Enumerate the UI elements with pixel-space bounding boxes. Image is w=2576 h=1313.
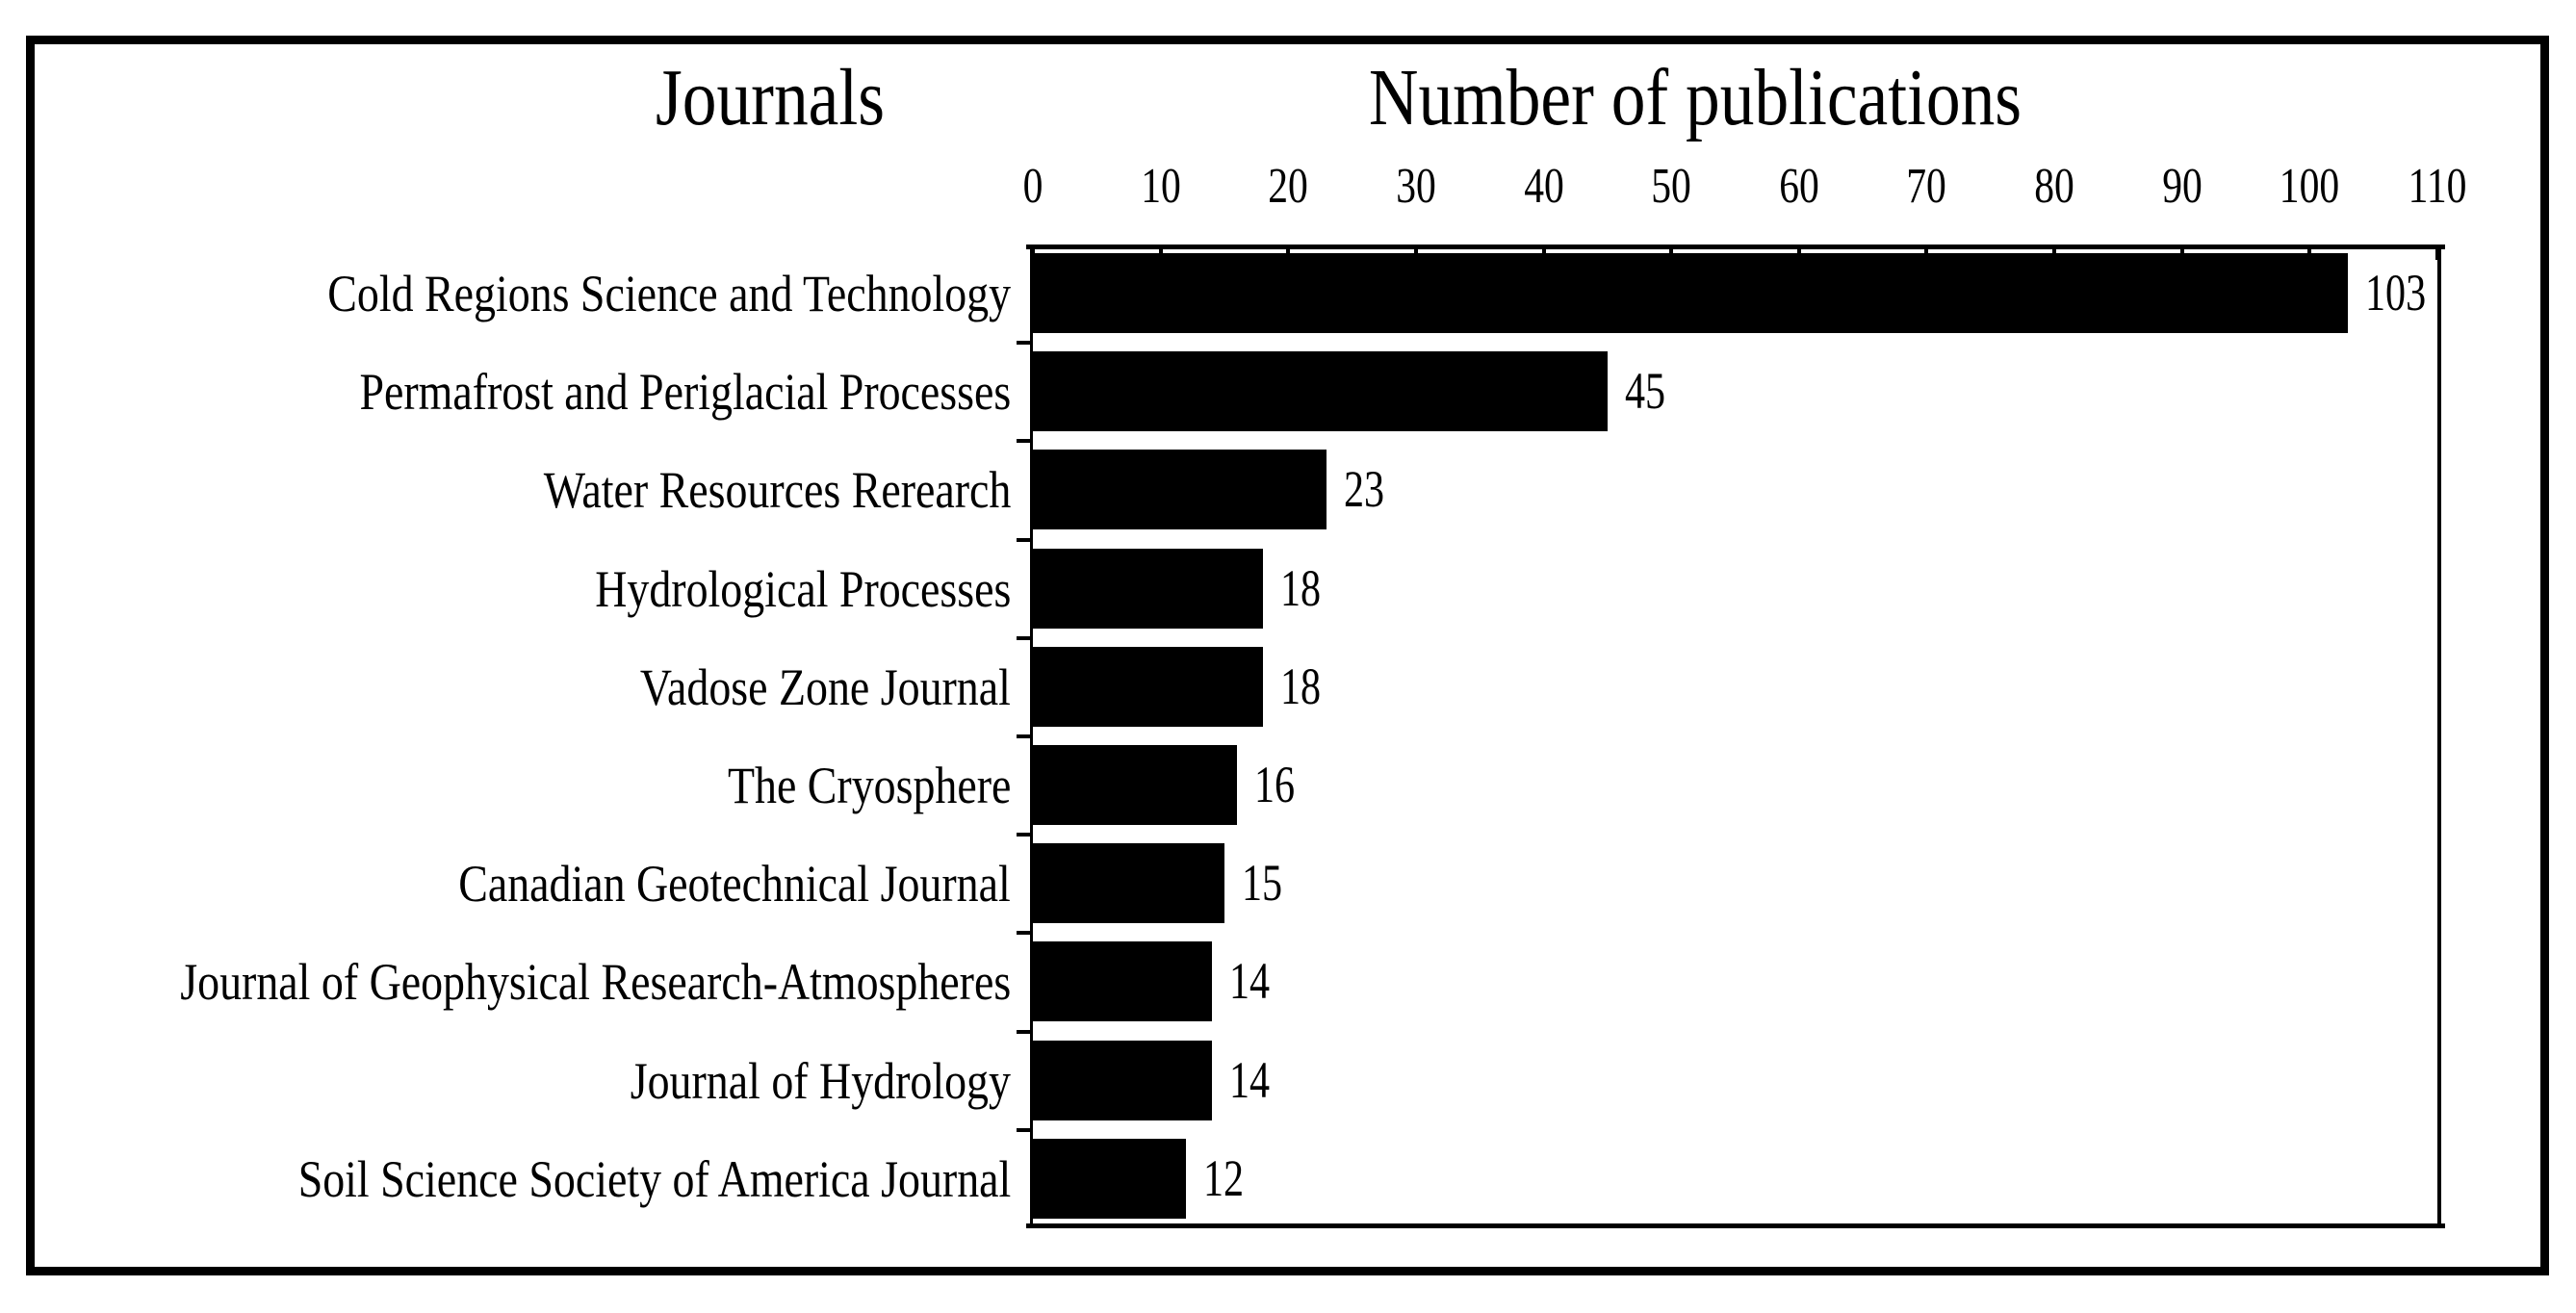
category-label: Journal of Geophysical Research-Atmosphe… — [39, 933, 1011, 1031]
bar — [1033, 548, 1263, 629]
y-tick-mark — [1017, 833, 1033, 837]
bar-value-label: 12 — [1203, 1148, 1245, 1207]
y-tick-mark — [1017, 341, 1033, 346]
x-tick-label: 50 — [1651, 159, 1691, 214]
category-label-text: Journal of Geophysical Research-Atmosphe… — [180, 953, 1011, 1012]
bar — [1033, 843, 1224, 924]
bar-value-label: 14 — [1228, 952, 1270, 1011]
y-tick-mark — [1017, 734, 1033, 738]
bar — [1033, 450, 1327, 530]
bar-value-label: 23 — [1344, 460, 1385, 519]
bar-value-label: 103 — [2365, 264, 2427, 322]
x-axis-line-top — [1026, 245, 2445, 249]
bar-value-label: 14 — [1228, 1050, 1270, 1109]
category-label: Vadose Zone Journal — [39, 638, 1011, 736]
bar-value-label: 45 — [1624, 362, 1665, 421]
bar-value-label: 18 — [1279, 656, 1321, 715]
category-label: Cold Regions Science and Technology — [39, 245, 1011, 343]
y-tick-mark — [1017, 439, 1033, 444]
values-header: Number of publications — [1368, 53, 2022, 142]
x-tick-label: 60 — [1779, 159, 1819, 214]
x-tick-mark — [2435, 249, 2439, 260]
x-tick-label: 10 — [1140, 159, 1181, 214]
categories-header: Journals — [656, 53, 885, 142]
x-tick-label: 20 — [1268, 159, 1309, 214]
x-axis-tick-labels: 0 10 20 30 40 50 60 70 80 90 100 110 — [0, 0, 2576, 231]
x-tick-label: 70 — [1906, 159, 1947, 214]
bar — [1033, 253, 2349, 333]
category-label-text: The Cryosphere — [727, 757, 1011, 815]
category-label-text: Canadian Geotechnical Journal — [458, 855, 1011, 914]
category-label: Permafrost and Periglacial Processes — [39, 343, 1011, 441]
bar-value-label: 16 — [1254, 756, 1296, 813]
category-label: Hydrological Processes — [39, 540, 1011, 638]
x-tick-label: 0 — [1022, 159, 1043, 214]
category-label: Water Resources Rerearch — [39, 441, 1011, 539]
bar-value-label: 15 — [1241, 854, 1283, 913]
x-tick-label: 100 — [2280, 159, 2340, 214]
category-label: Journal of Hydrology — [39, 1032, 1011, 1130]
bar — [1033, 646, 1263, 727]
y-tick-mark — [1017, 635, 1033, 640]
category-label-text: Water Resources Rerearch — [543, 461, 1011, 520]
category-label-text: Cold Regions Science and Technology — [327, 265, 1011, 323]
bar — [1033, 351, 1608, 432]
y-tick-mark — [1017, 537, 1033, 542]
category-label-text: Permafrost and Periglacial Processes — [359, 363, 1011, 422]
x-axis-line-bottom — [1026, 1223, 2445, 1228]
category-labels: Cold Regions Science and Technology Perma… — [39, 245, 1011, 1228]
plot-area: 103 45 23 18 18 16 15 14 14 12 — [1017, 245, 2445, 1228]
category-label-text: Journal of Hydrology — [630, 1051, 1011, 1110]
x-tick-label: 80 — [2034, 159, 2074, 214]
category-label: Canadian Geotechnical Journal — [39, 835, 1011, 933]
category-label: Soil Science Society of America Journal — [39, 1130, 1011, 1228]
bar — [1033, 745, 1238, 825]
y-tick-mark — [1017, 931, 1033, 936]
y-tick-mark — [1017, 1029, 1033, 1034]
category-label-text: Soil Science Society of America Journal — [297, 1149, 1011, 1208]
category-label-text: Hydrological Processes — [594, 559, 1011, 618]
y-tick-mark — [1017, 1127, 1033, 1132]
bar — [1033, 941, 1212, 1022]
bar-value-label: 18 — [1279, 558, 1321, 617]
x-tick-label: 40 — [1523, 159, 1564, 214]
bar — [1033, 1138, 1187, 1219]
x-tick-label: 110 — [2408, 159, 2467, 214]
plot-border-right — [2437, 245, 2441, 1228]
x-tick-label: 90 — [2161, 159, 2202, 214]
category-label: The Cryosphere — [39, 736, 1011, 835]
bar — [1033, 1040, 1212, 1120]
x-tick-label: 30 — [1396, 159, 1436, 214]
category-label-text: Vadose Zone Journal — [640, 657, 1011, 716]
